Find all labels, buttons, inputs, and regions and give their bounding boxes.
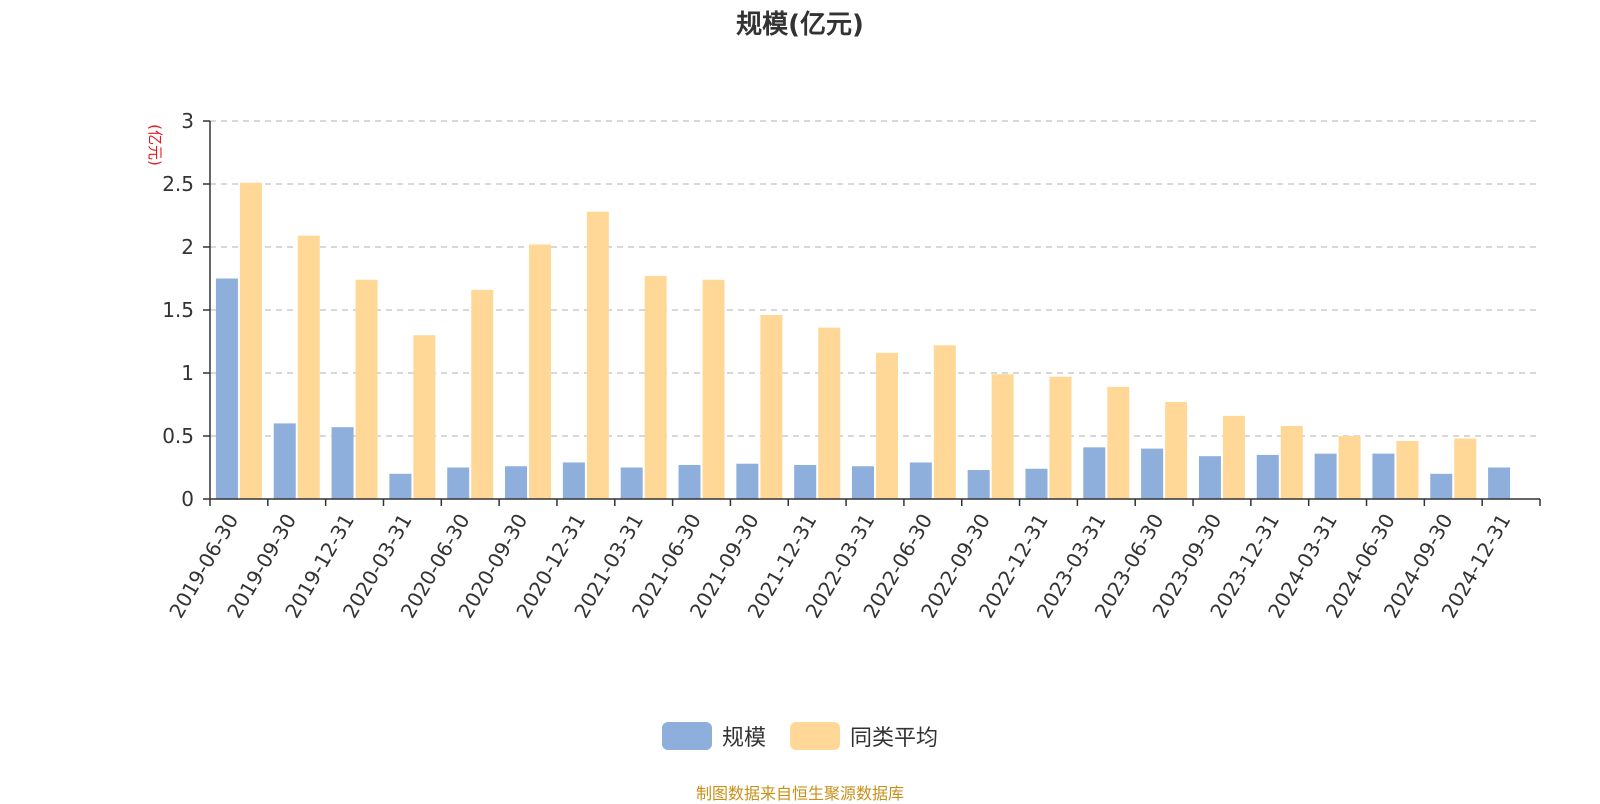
x-tick-labels: 2019-06-302019-09-302019-12-312020-03-31… [164,509,1515,622]
chart-title: 规模(亿元) [736,10,864,40]
bar-peer-average[interactable] [355,279,378,499]
bar-peer-average[interactable] [876,352,898,499]
bar-peer-average[interactable] [586,211,609,499]
y-tick-label: 1 [181,361,194,385]
bar-scale[interactable] [620,467,643,500]
bar-peer-average[interactable] [1165,401,1188,499]
bar-scale[interactable] [852,466,874,499]
bar-scale[interactable] [1025,468,1048,499]
bar-scale[interactable] [1488,467,1511,500]
bar-peer-average[interactable] [1396,441,1419,499]
bar-scale[interactable] [1314,453,1337,499]
bar-peer-average[interactable] [1280,425,1303,499]
bar-peer-average[interactable] [933,345,956,499]
bar-scale[interactable] [447,467,470,500]
bar-scale[interactable] [331,427,354,499]
y-tick-label: 1.5 [162,298,194,322]
legend-item-scale[interactable]: 规模 [661,720,766,752]
bar-peer-average[interactable] [1222,415,1245,499]
bar-scale[interactable] [389,473,412,499]
bar-peer-average[interactable] [702,279,725,499]
legend-swatch-peer-average [790,722,840,750]
bar-scale[interactable] [1372,453,1395,499]
bar-scale[interactable] [736,463,759,499]
bars [215,182,1511,500]
bar-scale[interactable] [505,466,528,499]
y-axis-unit-label: (亿元) [146,124,164,166]
legend: 规模 同类平均 [0,720,1600,752]
bar-scale[interactable] [1083,447,1106,499]
bar-scale[interactable] [1198,456,1221,499]
bar-peer-average[interactable] [297,235,320,499]
bar-peer-average[interactable] [529,244,552,499]
legend-swatch-scale [661,722,712,750]
bar-scale[interactable] [1256,454,1279,499]
bar-scale[interactable] [967,470,990,499]
bar-peer-average[interactable] [1049,376,1072,499]
bar-peer-average[interactable] [991,374,1014,499]
bar-peer-average[interactable] [239,182,262,500]
axes [203,120,1541,506]
bar-peer-average[interactable] [644,275,667,499]
bar-scale[interactable] [215,278,238,500]
bar-scale[interactable] [1430,473,1453,499]
bar-peer-average[interactable] [1107,386,1130,499]
legend-label-scale: 规模 [721,726,766,751]
y-tick-label: 3 [181,109,194,133]
y-tick-label: 2.5 [162,172,194,196]
bar-peer-average[interactable] [413,335,436,499]
bar-peer-average[interactable] [760,315,783,499]
bar-scale[interactable] [273,423,296,499]
legend-item-peer-average[interactable]: 同类平均 [790,720,938,752]
bar-scale[interactable] [1141,448,1164,499]
y-tick-label: 0 [181,487,194,511]
y-tick-labels: 0 0.5 1 1.5 2 2.5 3 [162,109,194,511]
bar-scale[interactable] [678,464,701,499]
y-tick-label: 0.5 [162,424,194,448]
bar-peer-average[interactable] [1454,438,1477,499]
grid-lines [210,120,1540,437]
bar-peer-average[interactable] [818,327,841,499]
legend-label-peer-average: 同类平均 [850,726,939,751]
data-source-note: 制图数据来自恒生聚源数据库 [695,784,904,803]
bar-peer-average[interactable] [1338,436,1361,499]
bar-peer-average[interactable] [471,289,494,499]
bar-scale[interactable] [909,462,932,499]
bar-scale[interactable] [562,462,585,499]
y-tick-label: 2 [181,235,194,259]
bar-scale[interactable] [794,464,817,499]
